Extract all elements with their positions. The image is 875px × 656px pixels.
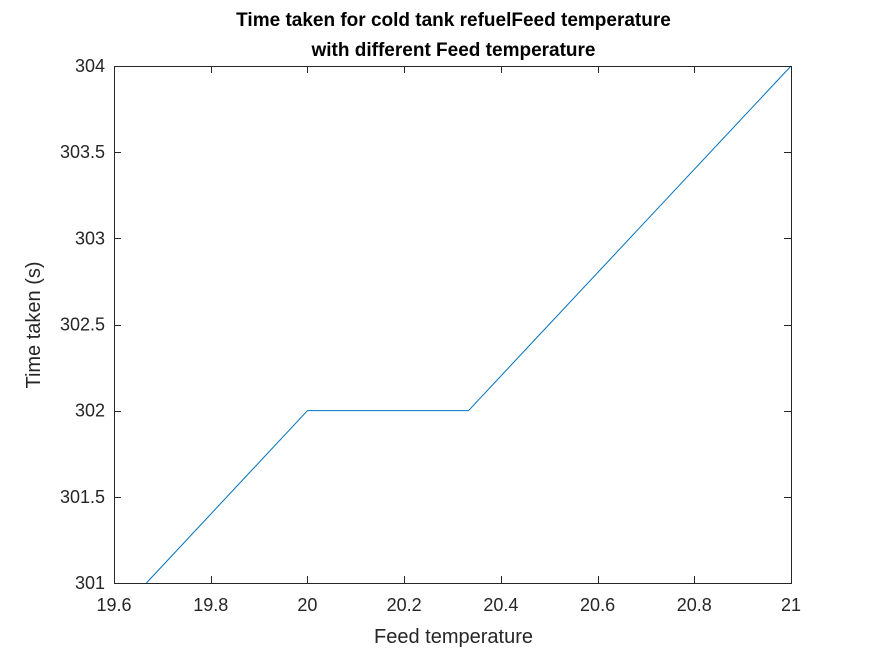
y-tick-label: 302.5 xyxy=(60,315,105,335)
y-tick-label: 302 xyxy=(75,401,105,421)
y-tick-label: 303.5 xyxy=(60,142,105,162)
x-tick-label: 19.6 xyxy=(96,595,131,615)
x-tick-label: 20.4 xyxy=(483,595,518,615)
chart-title-line-2: with different Feed temperature xyxy=(311,40,596,61)
x-tick-label: 19.8 xyxy=(193,595,228,615)
series-line-0 xyxy=(146,65,792,584)
y-tick-label: 301 xyxy=(75,573,105,593)
series-lines xyxy=(146,65,792,584)
x-tick-label: 21 xyxy=(781,595,801,615)
x-tick-label: 20.8 xyxy=(677,595,712,615)
y-axis-label: Time taken (s) xyxy=(23,261,45,388)
x-tick-label: 20 xyxy=(297,595,317,615)
chart-title-line-1: Time taken for cold tank refuelFeed temp… xyxy=(236,10,671,31)
y-tick-label: 304 xyxy=(75,56,105,76)
plot-area-background xyxy=(114,66,791,583)
y-tick-label: 303 xyxy=(75,228,105,248)
x-tick-label: 20.2 xyxy=(387,595,422,615)
y-tick-labels: 301 301.5 302 302.5 303 303.5 304 xyxy=(60,56,105,593)
x-tick-label: 20.6 xyxy=(580,595,615,615)
y-tick-label: 301.5 xyxy=(60,487,105,507)
x-axis-label: Feed temperature xyxy=(374,626,533,648)
x-tick-labels: 19.6 19.8 20 20.2 20.4 20.6 20.8 21 xyxy=(96,595,801,615)
tick-marks xyxy=(114,66,792,584)
